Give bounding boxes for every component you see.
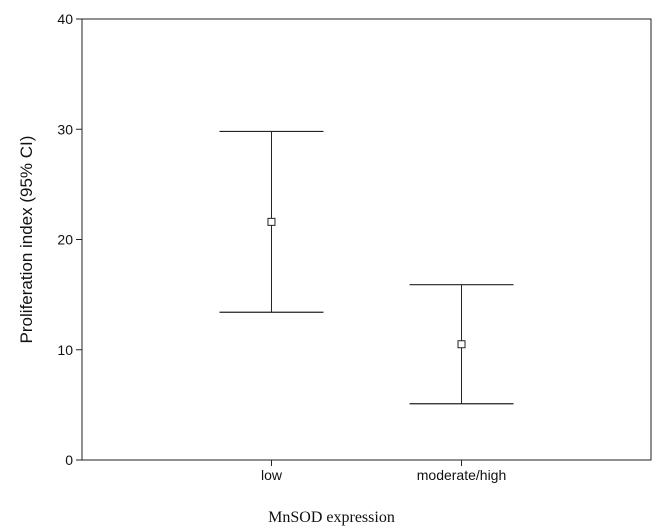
y-tick-label: 40 — [57, 11, 73, 27]
y-axis: 0 10 20 30 40 — [57, 11, 82, 468]
y-tick-label: 0 — [65, 452, 73, 468]
y-tick-label: 10 — [57, 342, 73, 358]
y-axis-label: Proliferation index (95% CI) — [17, 136, 36, 344]
x-axis: low moderate/high — [261, 460, 506, 483]
x-tick-label: moderate/high — [417, 467, 507, 483]
plot-area-frame — [81, 18, 652, 461]
mean-marker — [267, 217, 276, 226]
y-tick-label: 30 — [57, 121, 73, 137]
x-tick-label: low — [261, 467, 283, 483]
mean-marker — [457, 340, 466, 349]
y-tick-label: 20 — [57, 232, 73, 248]
x-axis-label: MnSOD expression — [268, 509, 395, 526]
error-bars — [219, 130, 514, 405]
